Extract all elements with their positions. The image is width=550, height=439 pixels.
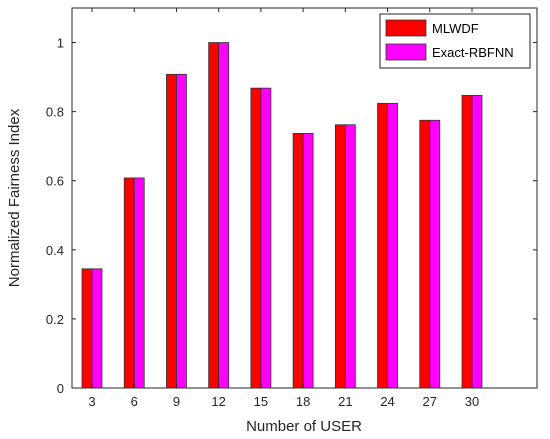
bar-mlwdf-27 xyxy=(419,119,431,389)
y-tick-label-1: 1 xyxy=(57,36,64,51)
y-tick-label-0.8: 0.8 xyxy=(46,105,64,120)
bar-mlwdf-24 xyxy=(377,102,388,389)
bar-exact-rbfnn-9 xyxy=(176,73,187,389)
x-tick-label-21: 21 xyxy=(338,394,352,409)
bar-exact-rbfnn-6 xyxy=(133,177,145,389)
bar-mlwdf-21 xyxy=(334,124,346,389)
bar-exact-rbfnn-18 xyxy=(302,132,314,389)
bar-exact-rbfnn-27 xyxy=(429,119,441,389)
x-axis-ticks: 3 6 9 12 15 18 21 24 27 30 xyxy=(88,8,479,409)
x-tick-label-18: 18 xyxy=(296,394,310,409)
y-axis-label: Normalized Fairness Index xyxy=(6,108,23,287)
x-tick-label-30: 30 xyxy=(465,394,479,409)
x-tick-label-6: 6 xyxy=(131,394,138,409)
bar-exact-rbfnn-24 xyxy=(387,102,398,389)
bar-mlwdf-12 xyxy=(208,42,220,389)
bar-exact-rbfnn-21 xyxy=(344,124,356,389)
bar-exact-rbfnn-30 xyxy=(471,95,483,389)
legend-label-exact-rbfnn: Exact-RBFNN xyxy=(432,45,514,60)
y-tick-label-0: 0 xyxy=(57,381,64,396)
bar-exact-rbfnn-15 xyxy=(260,87,272,389)
y-tick-label-0.6: 0.6 xyxy=(46,174,64,189)
bar-mlwdf-9 xyxy=(166,73,177,389)
legend: MLWDF Exact-RBFNN xyxy=(379,13,531,69)
bar-mlwdf-6 xyxy=(123,177,135,389)
x-tick-label-9: 9 xyxy=(173,394,180,409)
x-tick-label-15: 15 xyxy=(254,394,268,409)
x-tick-label-3: 3 xyxy=(88,394,95,409)
bar-mlwdf-15 xyxy=(250,87,262,389)
bar-exact-rbfnn-12 xyxy=(218,42,230,389)
legend-label-mlwdf: MLWDF xyxy=(432,21,479,36)
legend-swatch-exact-rbfnn xyxy=(385,43,427,61)
legend-swatch-mlwdf xyxy=(385,19,427,37)
bar-mlwdf-3 xyxy=(81,268,93,389)
bars-group xyxy=(81,42,483,389)
bar-mlwdf-30 xyxy=(461,95,473,389)
bar-exact-rbfnn-3 xyxy=(91,268,103,389)
x-axis-label: Number of USER xyxy=(246,418,362,435)
y-axis-ticks: 0 0.2 0.4 0.6 0.8 1 xyxy=(46,36,537,396)
x-tick-label-24: 24 xyxy=(380,394,394,409)
y-tick-label-0.4: 0.4 xyxy=(46,243,64,258)
x-tick-label-27: 27 xyxy=(423,394,437,409)
y-tick-label-0.2: 0.2 xyxy=(46,312,64,327)
bar-mlwdf-18 xyxy=(292,132,304,389)
x-tick-label-12: 12 xyxy=(211,394,225,409)
